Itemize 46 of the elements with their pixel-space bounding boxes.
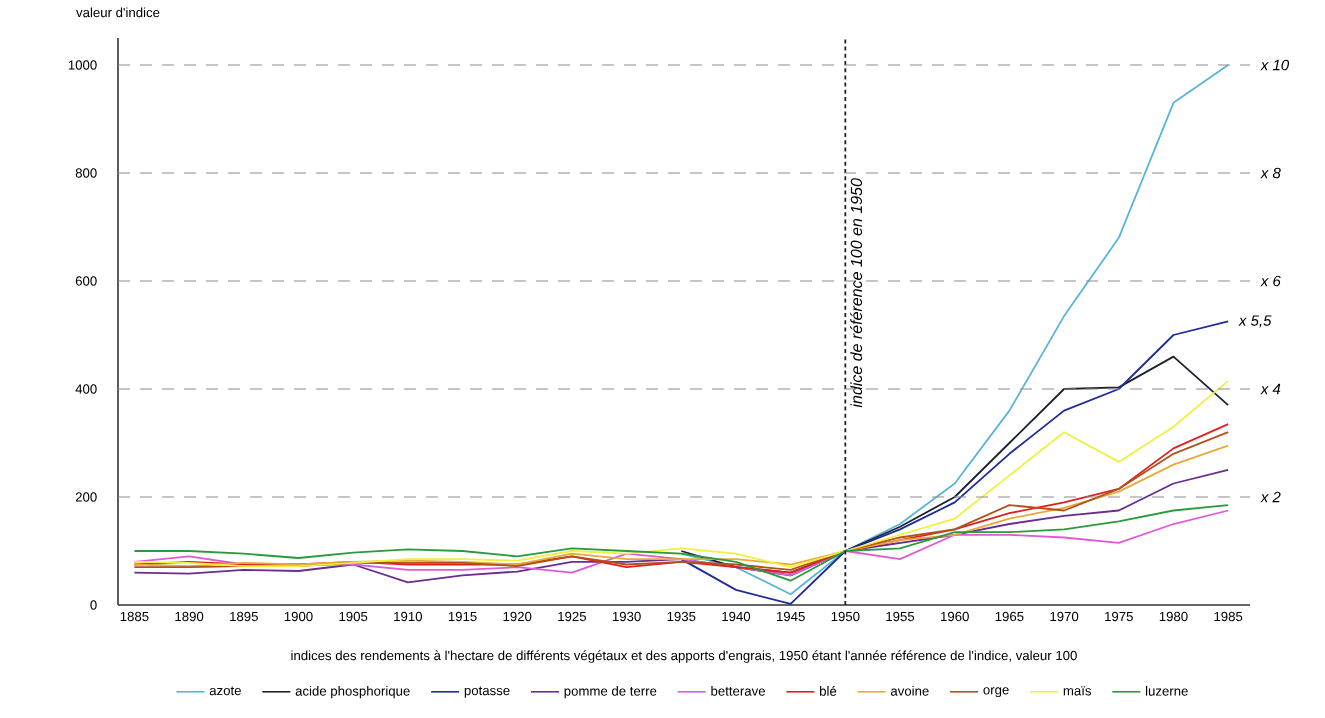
x-tick-label: 1940 <box>722 611 751 622</box>
legend-label: maïs <box>1063 686 1092 696</box>
x-axis-title: indices des rendements à l'hectare de différents végétaux et des apports d'engrais, 1950 étant l'année référence de l'indice, valeur 100 <box>291 650 1077 663</box>
x-tick-label: 1925 <box>558 611 587 622</box>
x-tick-label: 1975 <box>1105 611 1133 622</box>
ref-line-label: x 10 <box>1260 59 1290 71</box>
legend-label: pomme de terre <box>564 686 657 699</box>
x-tick-label: 1970 <box>1050 611 1079 622</box>
y-tick-label: 0 <box>90 600 97 610</box>
x-tick-label: 1965 <box>995 611 1024 622</box>
x-tick-label: 1955 <box>886 611 915 622</box>
x-tick-label: 1945 <box>776 611 805 622</box>
ref-line-label: indice de référence 100 en 1950 <box>850 178 863 408</box>
ref-line-label: x 6 <box>1260 275 1281 287</box>
y-tick-label: 200 <box>75 492 97 502</box>
y-tick-label: 400 <box>75 384 97 394</box>
x-tick-label: 1885 <box>120 611 149 622</box>
legend-label: potasse <box>464 686 510 698</box>
x-tick-label: 1930 <box>612 611 641 622</box>
x-tick-label: 1935 <box>667 611 696 622</box>
y-tick-label: 600 <box>75 276 97 286</box>
x-tick-label: 1915 <box>448 611 477 622</box>
ref-line-label: x 4 <box>1260 383 1281 395</box>
legend-label: luzerne <box>1145 686 1188 696</box>
legend-label: orge <box>983 687 1009 698</box>
x-tick-label: 1950 <box>831 611 860 622</box>
x-tick-label: 1910 <box>394 611 423 622</box>
legend-label: acide phosphorique <box>295 686 410 699</box>
y-axis-title: valeur d'indice <box>76 7 160 18</box>
x-tick-label: 1890 <box>175 611 204 622</box>
x-tick-label: 1920 <box>503 611 532 622</box>
legend-label: betterave <box>711 686 765 696</box>
x-tick-label: 1960 <box>941 611 969 622</box>
annotation: x 5,5 <box>1238 315 1272 328</box>
legend-label: azote <box>209 686 241 696</box>
legend-label: avoine <box>890 686 929 696</box>
x-tick-label: 1895 <box>230 611 258 622</box>
x-tick-label: 1905 <box>339 611 368 622</box>
x-tick-label: 1985 <box>1214 611 1243 622</box>
ref-line-label: x 2 <box>1260 491 1281 503</box>
y-tick-label: 800 <box>75 168 97 178</box>
x-tick-label: 1900 <box>284 611 313 622</box>
ref-line-label: x 8 <box>1260 167 1281 179</box>
legend-label: blé <box>820 685 837 696</box>
x-tick-label: 1980 <box>1159 611 1188 622</box>
y-tick-label: 1000 <box>68 60 97 70</box>
